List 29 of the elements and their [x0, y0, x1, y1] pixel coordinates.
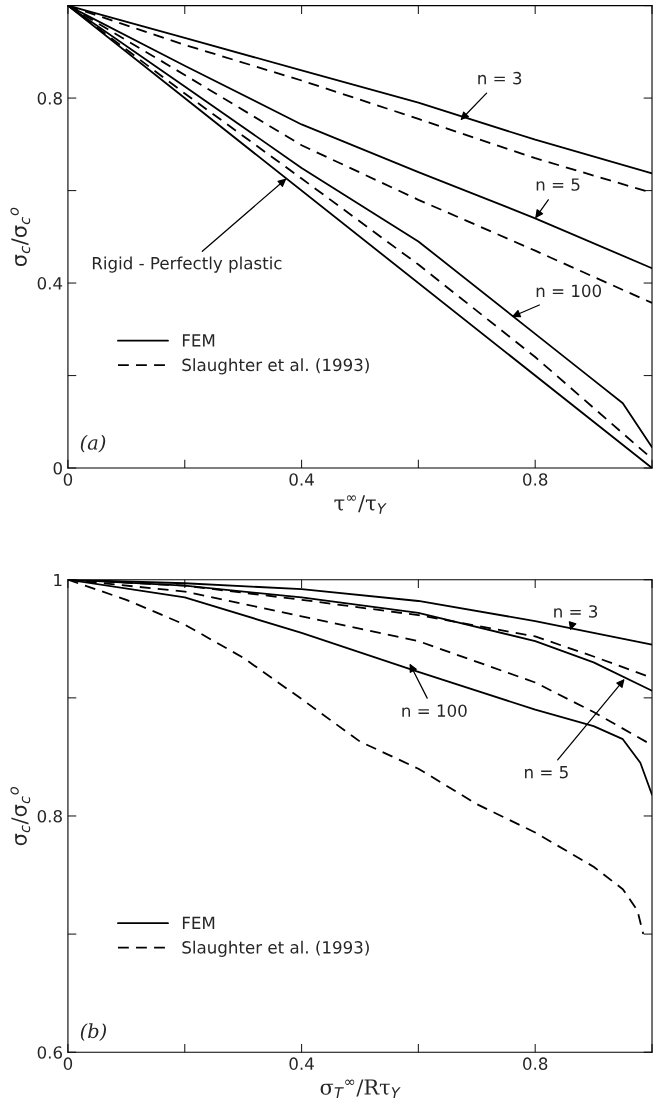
- legend-label: FEM: [182, 334, 215, 347]
- legend-label: Slaughter et al. (1993): [182, 940, 369, 957]
- x-tick-label: 0: [63, 1057, 73, 1070]
- legend-label: FEM: [182, 916, 215, 929]
- y-tick-label: 0.6: [37, 1046, 63, 1059]
- x-tick-label: 0.4: [289, 473, 314, 486]
- y-tick-label: 0.4: [37, 277, 63, 290]
- y-axis-title: σ$_{c}$/σ$_{c}$$^{o}$: [10, 786, 31, 846]
- y-axis-title: σ$_{c}$/σ$_{c}$$^{o}$: [10, 207, 31, 267]
- annotation: (a): [80, 434, 106, 453]
- annotation: n = 5: [536, 178, 580, 191]
- x-tick-label: 0: [63, 473, 73, 486]
- annotation: n = 100: [402, 704, 467, 717]
- x-axis-title: σ$_{T}$$^{∞}$/Rτ$_{Y}$: [320, 1079, 401, 1098]
- x-tick-label: 0.4: [289, 1057, 314, 1070]
- x-axis-title: τ$^{∞}$/τ$_{Y}$: [334, 495, 387, 514]
- y-tick-label: 0.8: [37, 809, 62, 823]
- y-tick-label: 1: [54, 573, 62, 587]
- annotation: n = 5: [525, 766, 568, 779]
- x-tick-label: 0.8: [523, 473, 548, 486]
- annotation: (b): [80, 1023, 107, 1042]
- annotation: n = 3: [478, 71, 522, 85]
- x-tick-label: 0.8: [523, 1057, 548, 1070]
- annotation: n = 3: [554, 605, 598, 618]
- annotation: n = 100: [536, 284, 602, 298]
- y-tick-label: 0.8: [37, 92, 62, 105]
- y-tick-label: 0: [53, 461, 62, 475]
- legend-label: Slaughter et al. (1993): [182, 358, 369, 375]
- annotation: Rigid - Perfectly plastic: [92, 256, 282, 273]
